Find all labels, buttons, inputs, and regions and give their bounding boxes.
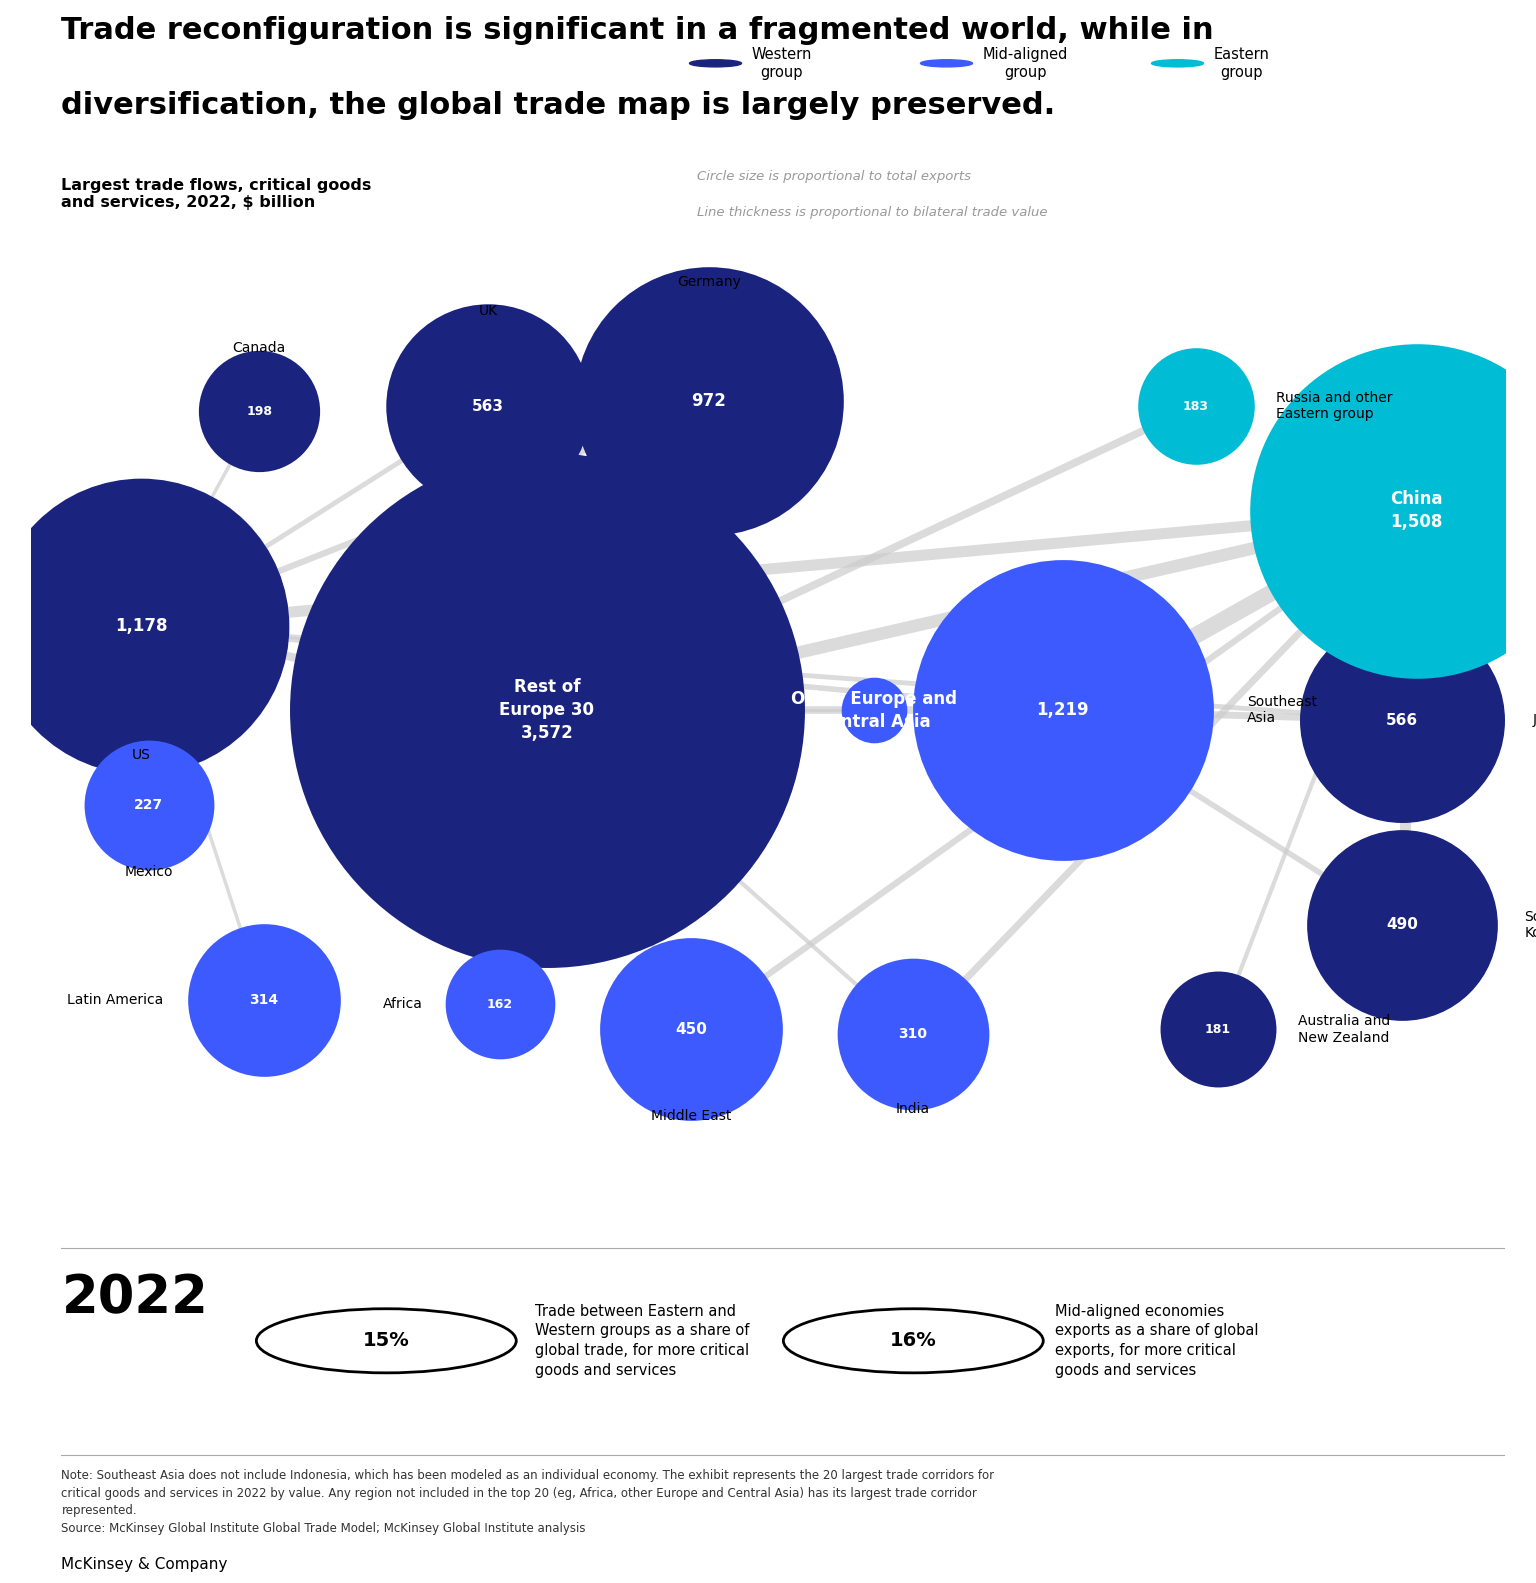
Point xyxy=(137,793,161,818)
Point xyxy=(487,993,511,1018)
Text: 314: 314 xyxy=(249,993,278,1007)
Text: 162: 162 xyxy=(487,997,513,1012)
Point xyxy=(252,986,276,1012)
Text: 198: 198 xyxy=(246,405,272,418)
Text: Mexico: Mexico xyxy=(124,864,174,879)
Text: diversification, the global trade map is largely preserved.: diversification, the global trade map is… xyxy=(61,92,1055,120)
Point xyxy=(862,698,886,723)
Text: Mid-aligned
group: Mid-aligned group xyxy=(983,47,1068,79)
Text: 1,178: 1,178 xyxy=(115,616,167,635)
Text: Other Europe and
Central Asia: Other Europe and Central Asia xyxy=(791,690,957,731)
Text: Circle size is proportional to total exports: Circle size is proportional to total exp… xyxy=(697,171,971,184)
Point xyxy=(697,388,722,413)
Text: Canada: Canada xyxy=(232,340,286,355)
Text: Rest of
Europe 30
3,572: Rest of Europe 30 3,572 xyxy=(499,679,594,742)
Point xyxy=(679,1016,703,1042)
Text: Japan: Japan xyxy=(1533,714,1536,727)
Text: Southeast
Asia: Southeast Asia xyxy=(1247,695,1318,725)
Text: Western
group: Western group xyxy=(751,47,813,79)
Point xyxy=(1206,1016,1230,1042)
Text: Africa: Africa xyxy=(382,997,422,1012)
Circle shape xyxy=(920,60,972,66)
Text: Trade between Eastern and
Western groups as a share of
global trade, for more cr: Trade between Eastern and Western groups… xyxy=(535,1304,750,1377)
Point xyxy=(1183,394,1207,419)
Text: Largest trade flows, critical goods
and services, 2022, $ billion: Largest trade flows, critical goods and … xyxy=(61,177,372,211)
Text: 490: 490 xyxy=(1385,917,1418,932)
Text: 16%: 16% xyxy=(889,1331,937,1350)
Point xyxy=(476,394,501,419)
Text: UK: UK xyxy=(478,304,498,318)
Point xyxy=(900,1021,925,1046)
Text: 310: 310 xyxy=(899,1027,928,1042)
Text: 183: 183 xyxy=(1183,399,1209,413)
Point xyxy=(1404,499,1428,524)
Text: China
1,508: China 1,508 xyxy=(1390,491,1442,532)
Text: Note: Southeast Asia does not include Indonesia, which has been modeled as an in: Note: Southeast Asia does not include In… xyxy=(61,1469,995,1534)
Point xyxy=(129,613,154,638)
Text: 972: 972 xyxy=(691,393,727,410)
Text: South
Korea: South Korea xyxy=(1524,910,1536,940)
Text: Latin America: Latin America xyxy=(66,993,163,1007)
Text: Russia and other
Eastern group: Russia and other Eastern group xyxy=(1276,391,1393,421)
Text: Trade reconfiguration is significant in a fragmented world, while in: Trade reconfiguration is significant in … xyxy=(61,16,1213,44)
Text: Australia and
New Zealand: Australia and New Zealand xyxy=(1298,1015,1390,1045)
Text: 450: 450 xyxy=(676,1023,707,1037)
Text: 15%: 15% xyxy=(362,1331,410,1350)
Point xyxy=(1390,708,1415,733)
Point xyxy=(1390,912,1415,937)
Text: Middle East: Middle East xyxy=(651,1110,731,1124)
Text: Mid-aligned economies
exports as a share of global
exports, for more critical
go: Mid-aligned economies exports as a share… xyxy=(1055,1304,1258,1377)
Text: Germany: Germany xyxy=(677,275,740,288)
Circle shape xyxy=(690,60,742,66)
Text: Eastern
group: Eastern group xyxy=(1213,47,1269,79)
Text: 227: 227 xyxy=(134,798,163,812)
Text: 1,219: 1,219 xyxy=(1037,701,1089,719)
Text: Line thickness is proportional to bilateral trade value: Line thickness is proportional to bilate… xyxy=(697,206,1048,218)
Circle shape xyxy=(1152,60,1204,66)
Point xyxy=(535,698,559,723)
Text: 563: 563 xyxy=(472,399,504,413)
Point xyxy=(247,399,272,424)
Text: 566: 566 xyxy=(1385,712,1418,728)
Text: McKinsey & Company: McKinsey & Company xyxy=(61,1558,227,1572)
Point xyxy=(1051,698,1075,723)
Text: US: US xyxy=(132,749,151,763)
Text: 181: 181 xyxy=(1204,1023,1230,1035)
Text: India: India xyxy=(895,1102,929,1116)
Text: 2022: 2022 xyxy=(61,1273,209,1323)
